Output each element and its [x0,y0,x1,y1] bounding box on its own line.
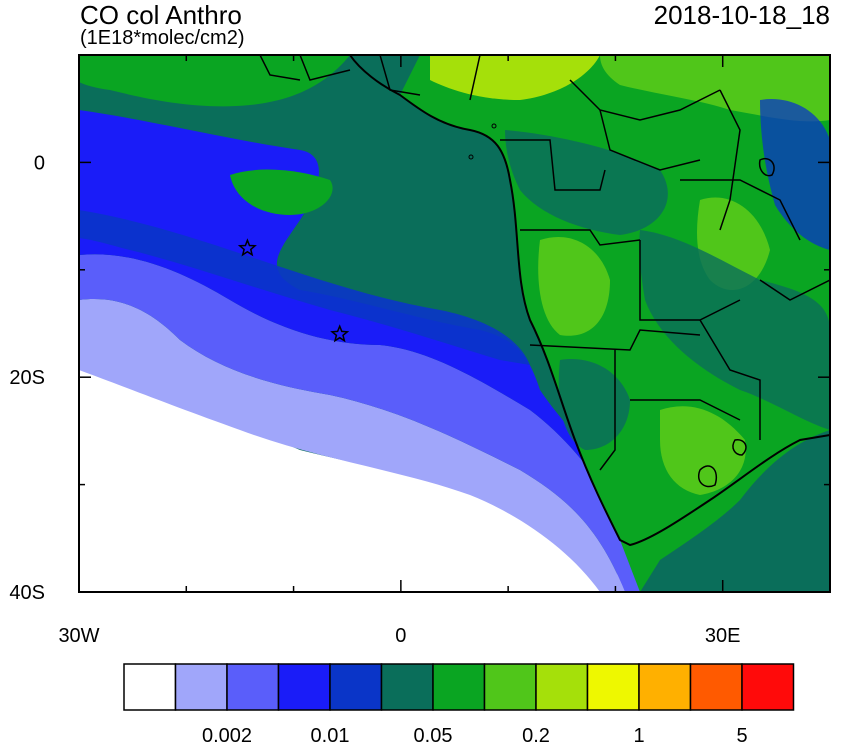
colorbar-box [689,663,743,711]
field-green-north-ocean [79,55,350,107]
station-markers [237,238,350,343]
colorbar-tick-label: 0.05 [414,725,453,747]
field-lightgreen-central [538,236,610,336]
country-borders [259,55,830,488]
island-1 [491,123,497,129]
map-field [79,55,830,592]
field-navy-band [79,210,530,365]
map-units: (1E18*molec/cm2) [80,27,245,49]
y-tick-label: 0 [34,152,45,174]
colorbar-box [277,663,331,711]
star-marker-2 [330,324,350,343]
field-green-patch-ocean [230,169,333,215]
field-white-region [79,365,630,592]
colorbar-box [586,663,640,711]
axis-ticks [78,54,831,593]
y-tick-label: 20S [9,367,45,389]
colorbar-box [638,663,692,711]
colorbar-tick-label: 1 [633,725,644,747]
axis-labels: 30W 0 30E 0 20S 40S [9,152,740,647]
colorbar-box [432,663,486,711]
colorbar-tick-label: 0.01 [311,725,350,747]
colorbar-labels: 0.002 0.01 0.05 0.2 1 5 [202,725,748,747]
x-tick-label: 30W [58,625,99,647]
colorbar-box [535,663,589,711]
map-title: CO col Anthro [80,0,242,30]
field-lavender-band [79,299,625,592]
colorbar-box [174,663,228,711]
field-lightgreen-south [660,406,746,495]
field-deep-blue-region [79,110,640,592]
colorbar-box [483,663,537,711]
field-teal-southeast [639,230,830,430]
island-2 [468,154,474,160]
colorbar-box [741,663,795,711]
map-timestamp: 2018-10-18_18 [653,0,830,30]
x-tick-label: 0 [395,625,406,647]
colorbar-tick-label: 0.002 [202,725,252,747]
y-tick-label: 40S [9,582,45,604]
colorbar-box [226,663,280,711]
colorbar-box [380,663,434,711]
colorbar-box [329,663,383,711]
colorbar [123,663,795,711]
x-tick-label: 30E [705,625,741,647]
field-blue-eastafrica [760,99,830,251]
star-marker-1 [237,238,257,257]
field-medium-blue-band [79,254,640,592]
colorbar-box [123,663,177,711]
colorbar-tick-label: 5 [736,725,747,747]
field-teal-namibia [558,359,630,450]
plot-border [78,54,831,593]
colorbar-tick-label: 0.2 [522,725,550,747]
